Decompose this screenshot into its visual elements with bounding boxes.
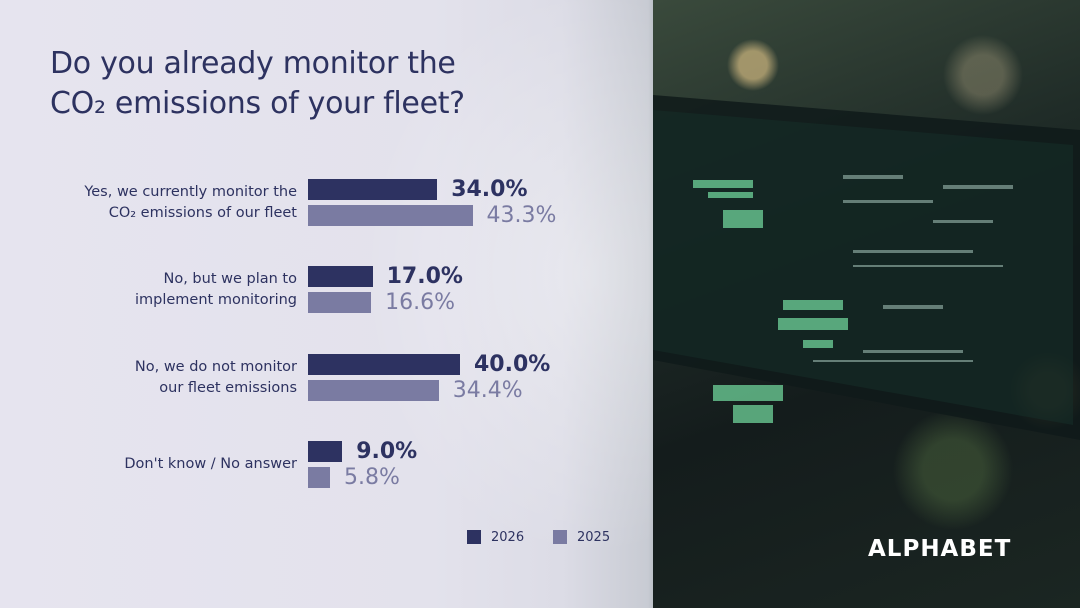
- data-label-2026: 40.0%: [474, 352, 551, 377]
- category-label-line: Yes, we currently monitor the: [84, 183, 297, 200]
- alphabet-logo: ALPHABET: [868, 536, 1012, 562]
- background-photo: [653, 0, 1080, 608]
- data-label-2025: 16.6%: [385, 290, 455, 315]
- data-label-2026: 17.0%: [386, 264, 463, 289]
- title-line-2: CO₂ emissions of your fleet?: [50, 86, 465, 121]
- data-label-2026: 34.0%: [451, 177, 528, 202]
- bar-2026: [308, 266, 373, 287]
- category-label: Don't know / No answer: [37, 454, 297, 475]
- data-label-2025: 5.8%: [344, 465, 400, 490]
- category-label-line: implement monitoring: [135, 291, 297, 308]
- category-label-line: our fleet emissions: [159, 379, 297, 396]
- bar-2025: [308, 292, 372, 313]
- legend-swatch: [553, 530, 567, 544]
- title-line-1: Do you already monitor the: [50, 46, 456, 81]
- legend-item-2025: 2025: [553, 528, 610, 546]
- bar-2026: [308, 179, 438, 200]
- category-label-line: No, but we plan to: [163, 270, 298, 287]
- data-label-2025: 34.4%: [452, 378, 523, 403]
- bar-2025: [308, 205, 473, 226]
- category-label: Yes, we currently monitor the CO₂ emissio…: [37, 182, 297, 224]
- background-glow: [320, 0, 653, 608]
- legend-label: 2025: [577, 529, 611, 545]
- category-label: No, but we plan to implement monitoring: [37, 269, 297, 311]
- legend-swatch: [467, 530, 481, 544]
- data-label-2025: 43.3%: [486, 203, 557, 228]
- category-label: No, we do not monitor our fleet emissions: [37, 357, 297, 399]
- bar-2025: [308, 467, 331, 488]
- category-label-line: No, we do not monitor: [134, 358, 297, 375]
- bar-2026: [308, 354, 460, 375]
- dashboard-screen-illustration: [653, 95, 1080, 440]
- legend-label: 2026: [491, 529, 525, 545]
- category-label-line: Don't know / No answer: [124, 456, 297, 472]
- bar-2025: [308, 380, 439, 401]
- chart-title: Do you already monitor the CO₂ emissions…: [50, 44, 465, 124]
- bar-2026: [308, 441, 343, 462]
- category-label-line: CO₂ emissions of our fleet: [108, 204, 297, 221]
- legend-item-2026: 2026: [467, 528, 524, 546]
- data-label-2026: 9.0%: [356, 439, 418, 464]
